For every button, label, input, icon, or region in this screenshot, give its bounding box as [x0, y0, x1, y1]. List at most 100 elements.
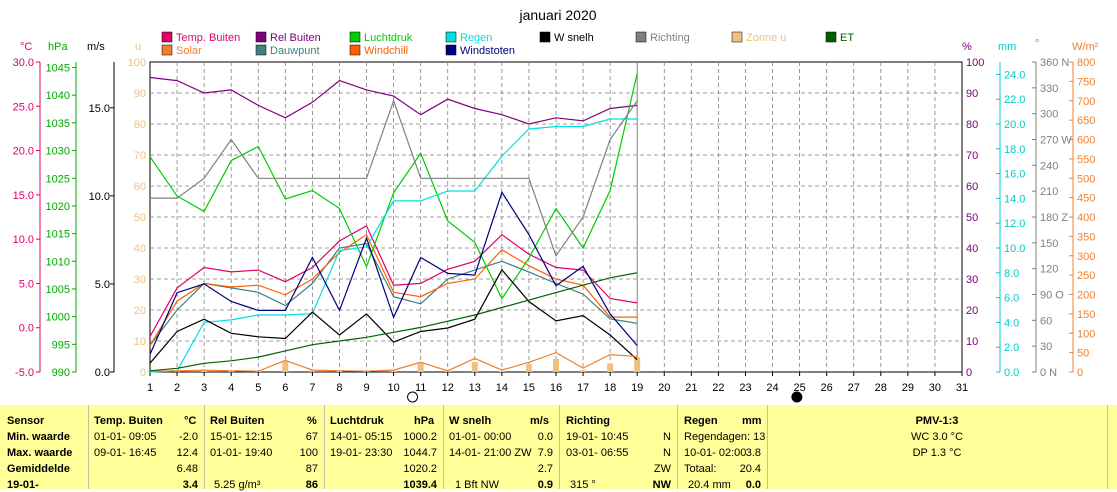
- temp-current: 3.4: [158, 479, 198, 492]
- rh-header: Rel Buiten: [210, 415, 264, 428]
- x-tick-label: 16: [550, 382, 562, 394]
- deg-axis-tick-label: 330: [1040, 83, 1058, 95]
- x-tick-label: 2: [174, 382, 180, 394]
- u-axis-tick-label: 10: [134, 336, 146, 348]
- deg-axis-tick-label: 120: [1040, 264, 1058, 276]
- temp-axis-tick-label: 25.0: [13, 101, 34, 113]
- wind-max-time: 14-01- 21:00 ZW: [449, 447, 532, 460]
- axis-unit-wm2: W/m²: [1072, 41, 1099, 53]
- mm-axis-tick-label: 20.0: [1004, 119, 1025, 131]
- deg-axis-tick-label: 150: [1040, 238, 1058, 250]
- deg-axis-tick-label: 90 O: [1040, 290, 1064, 302]
- x-tick-label: 30: [929, 382, 941, 394]
- mm-axis-tick-label: 16.0: [1004, 169, 1025, 181]
- chart-title: januari 2020: [518, 7, 596, 23]
- temp-max-value: 12.4: [168, 447, 198, 460]
- row-label-sensor: Sensor: [7, 415, 44, 428]
- zonne-bar: [526, 364, 532, 372]
- table-divider: [324, 405, 325, 489]
- deg-axis-tick-label: 240: [1040, 160, 1058, 172]
- ms-axis-tick-label: 15.0: [89, 103, 110, 115]
- hpa-axis-tick-label: 1035: [46, 118, 70, 130]
- ms-axis-tick-label: 10.0: [89, 191, 110, 203]
- deg-axis-tick-label: 270 W: [1040, 135, 1072, 147]
- rh-min-time: 15-01- 12:15: [210, 431, 272, 444]
- hpa-axis-tick-label: 1040: [46, 90, 70, 102]
- hpa-avg: 1020.2: [396, 463, 437, 476]
- legend-label: W snelh: [554, 32, 594, 44]
- pct-axis-tick-label: 60: [966, 181, 978, 193]
- dir-avg: ZW: [641, 463, 671, 476]
- legend-swatch: [636, 32, 646, 42]
- mm-axis-tick-label: 18.0: [1004, 144, 1025, 156]
- hpa-header: Luchtdruk: [330, 415, 384, 428]
- rh-max-value: 100: [288, 447, 318, 460]
- pct-axis-tick-label: 30: [966, 274, 978, 286]
- zonne-bar: [472, 362, 478, 372]
- wind-avg: 2.7: [523, 463, 553, 476]
- legend-label: Temp. Buiten: [176, 32, 240, 44]
- table-divider: [677, 405, 678, 489]
- x-tick-label: 4: [228, 382, 234, 394]
- rain-total-label: Totaal:: [684, 463, 716, 476]
- u-axis-tick-label: 70: [134, 150, 146, 162]
- wm2-axis-tick-label: 100: [1077, 328, 1095, 340]
- hpa-min-time: 14-01- 05:15: [330, 431, 392, 444]
- rh-avg: 87: [288, 463, 318, 476]
- axis-unit-pct: %: [962, 41, 972, 53]
- x-tick-label: 12: [442, 382, 454, 394]
- wm2-axis-tick-label: 550: [1077, 154, 1095, 166]
- dir-min-value: N: [641, 431, 671, 444]
- rh-abs-humidity: 5.25 g/m³: [214, 479, 260, 492]
- legend-swatch: [256, 32, 266, 42]
- u-axis-tick-label: 30: [134, 274, 146, 286]
- legend-swatch: [350, 32, 360, 42]
- temp-axis-tick-label: 10.0: [13, 234, 34, 246]
- hpa-axis-tick-label: 1025: [46, 173, 70, 185]
- pct-axis-tick-label: 70: [966, 150, 978, 162]
- dir-max-value: N: [641, 447, 671, 460]
- temp-axis-tick-label: 15.0: [13, 190, 34, 202]
- zonne-bar: [580, 370, 586, 372]
- axis-unit-temp: °C: [20, 41, 32, 53]
- pct-axis-tick-label: 100: [966, 57, 984, 69]
- x-tick-label: 23: [739, 382, 751, 394]
- legend-label: ET: [840, 32, 854, 44]
- row-label-current: 19-01-: [7, 479, 39, 492]
- dir-header: Richting: [566, 415, 610, 428]
- dir-max-time: 03-01- 06:55: [566, 447, 628, 460]
- legend-swatch: [540, 32, 550, 42]
- x-tick-label: 26: [821, 382, 833, 394]
- hpa-axis-tick-label: 995: [52, 339, 70, 351]
- rain-unit: mm: [742, 415, 762, 428]
- row-label-max: Max. waarde: [7, 447, 72, 460]
- row-label-avg: Gemiddelde: [7, 463, 70, 476]
- u-axis-tick-label: 20: [134, 305, 146, 317]
- u-axis-tick-label: 80: [134, 119, 146, 131]
- right-axes: 100908070605040302010024.022.020.018.016…: [966, 57, 1095, 379]
- x-tick-label: 27: [848, 382, 860, 394]
- axis-unit-deg: °: [1035, 38, 1039, 50]
- mm-axis-tick-label: 2.0: [1004, 342, 1019, 354]
- legend-label: Rel Buiten: [270, 32, 321, 44]
- x-tick-label: 10: [387, 382, 399, 394]
- x-tick-label: 18: [604, 382, 616, 394]
- deg-axis-tick-label: 30: [1040, 341, 1052, 353]
- wm2-axis-tick-label: 700: [1077, 96, 1095, 108]
- x-tick-label: 3: [201, 382, 207, 394]
- wind-min-value: 0.0: [523, 431, 553, 444]
- wm2-axis-tick-label: 600: [1077, 135, 1095, 147]
- u-axis-tick-label: 50: [134, 212, 146, 224]
- pct-axis-tick-label: 90: [966, 88, 978, 100]
- temp-max-time: 09-01- 16:45: [94, 447, 156, 460]
- x-tick-label: 28: [875, 382, 887, 394]
- dir-current: NW: [641, 479, 671, 492]
- hpa-axis-tick-label: 1030: [46, 146, 70, 158]
- rh-max-time: 01-01- 19:40: [210, 447, 272, 460]
- wm2-axis-tick-label: 300: [1077, 251, 1095, 263]
- x-tick-label: 9: [363, 382, 369, 394]
- wind-max-value: 7.9: [523, 447, 553, 460]
- temp-axis-tick-label: 20.0: [13, 146, 34, 158]
- wm2-axis-tick-label: 400: [1077, 212, 1095, 224]
